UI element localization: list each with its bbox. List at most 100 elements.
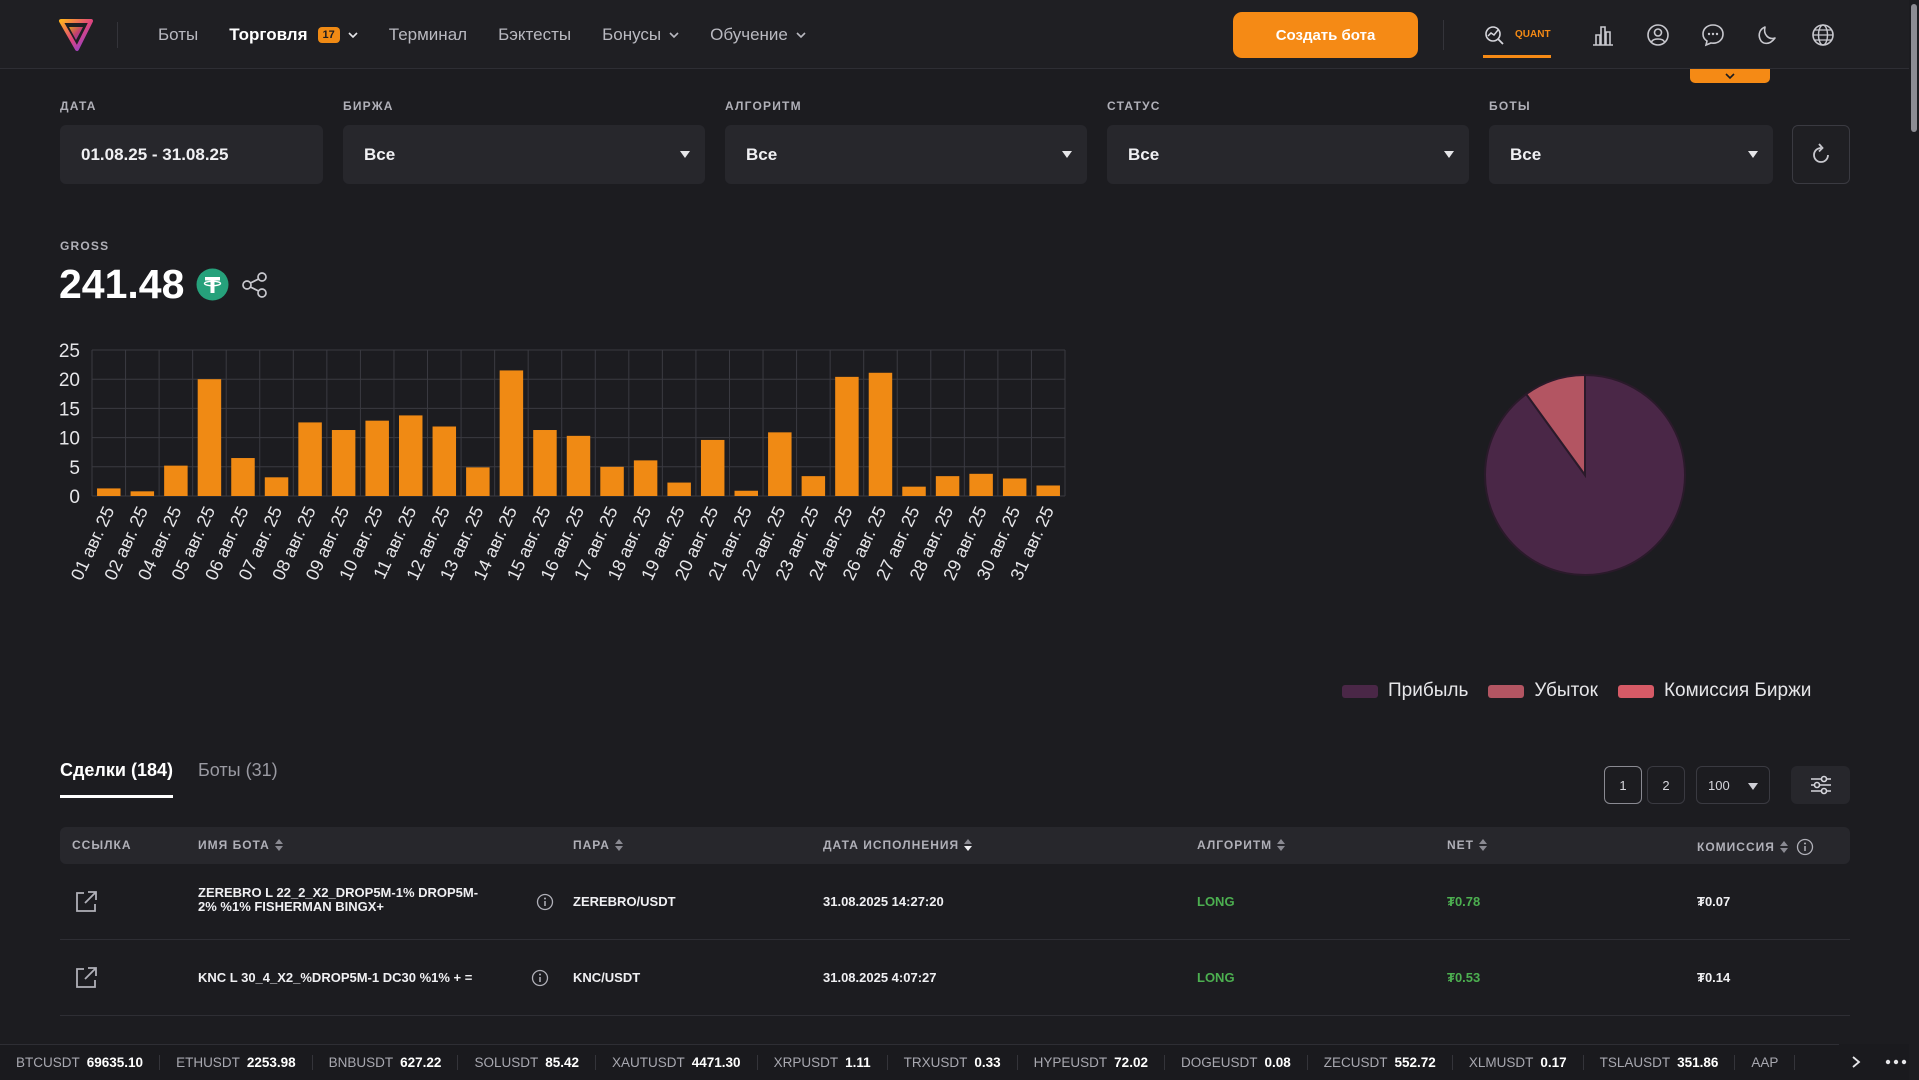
ticker-symbol: AAP [1751,1055,1779,1070]
tab-bots[interactable]: Боты (31) [197,760,278,780]
external-link-icon[interactable] [72,888,100,916]
bar[interactable] [1002,478,1027,496]
col-net[interactable]: NET [1447,838,1487,852]
globe-icon[interactable] [1810,22,1836,48]
ticker-item[interactable]: TSLAUSDT 351.86 [1584,1055,1736,1070]
bar[interactable] [1036,485,1060,496]
ticker-item[interactable]: TRXUSDT 0.33 [888,1055,1018,1070]
y-tick-label: 15 [59,399,80,420]
bar[interactable] [466,467,490,496]
ticker-item[interactable]: BTCUSDT 69635.10 [0,1055,161,1070]
bar[interactable] [734,490,759,496]
ticker-item[interactable]: BNBUSDT 627.22 [313,1055,459,1070]
exchange-select[interactable]: Все [343,125,705,184]
bar[interactable] [667,482,691,496]
bar[interactable] [432,426,457,496]
bar[interactable] [868,372,893,496]
col-pair[interactable]: ПАРА [573,838,623,852]
nav-learning[interactable]: Обучение [710,25,806,45]
ticker-item[interactable]: ETHUSDT 2253.98 [160,1055,313,1070]
nav-bots[interactable]: Боты [158,25,198,45]
tab-deals[interactable]: Сделки (184) [60,760,173,798]
bar-chart-icon[interactable] [1590,22,1616,48]
legend-loss[interactable]: Убыток [1488,680,1598,702]
bar[interactable] [935,476,960,496]
bar[interactable] [902,486,926,496]
col-algorithm[interactable]: АЛГОРИТМ [1197,838,1286,852]
create-bot-button[interactable]: Создать бота [1233,12,1418,58]
bar[interactable] [298,422,322,496]
user-icon[interactable] [1645,22,1671,48]
bar[interactable] [264,477,289,496]
quant-button[interactable]: QUANT [1483,18,1551,58]
nav-bonuses[interactable]: Бонусы [602,25,679,45]
nav-terminal[interactable]: Терминал [389,25,467,45]
table-row[interactable]: ZEREBRO L 22_2_X2_DROP5M-1% DROP5M- 2% %… [60,864,1850,940]
bar[interactable] [533,430,557,496]
scrollbar-thumb[interactable] [1911,4,1917,132]
bar[interactable] [700,439,725,496]
bar[interactable] [633,460,658,496]
bar[interactable] [600,466,624,496]
algorithm-select[interactable]: Все [725,125,1087,184]
date-filter-label: ДАТА [60,99,97,113]
nav-backtests[interactable]: Бэктесты [498,25,571,45]
legend-profit[interactable]: Прибыль [1342,680,1468,702]
col-bot-name[interactable]: ИМЯ БОТА [198,838,283,852]
date-range-input[interactable]: 01.08.25 - 31.08.25 [60,125,323,184]
net-cell: ₮0.53 [1447,970,1481,985]
refresh-button[interactable] [1792,125,1850,184]
collapse-tab[interactable] [1690,69,1770,83]
ticker-item[interactable]: SOLUSDT 85.42 [458,1055,596,1070]
bar[interactable] [398,415,423,496]
ticker-item[interactable]: XAUTUSDT 4471.30 [596,1055,758,1070]
chevron-down-icon [669,31,679,38]
nav-label: Обучение [710,24,788,44]
table-settings-button[interactable] [1791,766,1850,804]
page-scrollbar[interactable] [1909,0,1919,1080]
bar[interactable] [835,376,859,496]
table-row[interactable]: KNC L 30_4_X2_%DROP5M-1 DC30 %1% + = KNC… [60,940,1850,1016]
chat-icon[interactable] [1700,22,1726,48]
share-icon[interactable] [240,270,270,300]
legend-exchange-fee[interactable]: Комиссия Биржи [1617,680,1811,702]
ticker-item[interactable]: ZECUSDT 552.72 [1308,1055,1453,1070]
ticker-item[interactable]: AAP [1735,1055,1796,1070]
legend-swatch [1488,684,1525,698]
status-select[interactable]: Все [1107,125,1469,184]
bar[interactable] [365,420,389,496]
info-icon[interactable] [536,893,554,911]
logo-icon[interactable] [58,16,94,52]
bar[interactable] [97,488,121,496]
bar[interactable] [130,491,155,496]
pie-slice[interactable] [1524,373,1586,479]
nav-trading[interactable]: Торговля 17 [229,25,358,45]
bar[interactable] [969,473,993,496]
per-page-select[interactable]: 100 [1696,766,1770,804]
external-link-icon[interactable] [72,964,100,992]
bar[interactable] [499,370,524,496]
bar[interactable] [566,435,591,496]
col-commission[interactable]: КОМИССИЯ [1697,838,1814,856]
bar[interactable] [231,458,255,496]
ticker-item[interactable]: XRPUSDT 1.11 [758,1055,888,1070]
ticker-symbol: TRXUSDT [903,1055,968,1070]
ticker-item[interactable]: XLMUSDT 0.17 [1453,1055,1584,1070]
bots-select[interactable]: Все [1489,125,1773,184]
bar[interactable] [331,430,356,496]
more-icon[interactable] [1884,1058,1908,1066]
bar[interactable] [768,432,792,496]
tabs: Сделки (184) Боты (31) [60,760,278,798]
ticker-item[interactable]: HYPEUSDT 72.02 [1018,1055,1165,1070]
page-2-button[interactable]: 2 [1647,766,1685,804]
info-icon[interactable] [531,969,549,987]
chevron-right-icon[interactable] [1850,1055,1862,1069]
moon-icon[interactable] [1755,22,1781,48]
bar[interactable] [801,476,826,496]
ticker-item[interactable]: DOGEUSDT 0.08 [1165,1055,1308,1070]
info-icon[interactable] [1796,838,1814,856]
col-exec-date[interactable]: ДАТА ИСПОЛНЕНИЯ [823,838,973,852]
page-1-button[interactable]: 1 [1604,766,1642,804]
bar[interactable] [164,465,188,496]
bar[interactable] [197,379,222,496]
